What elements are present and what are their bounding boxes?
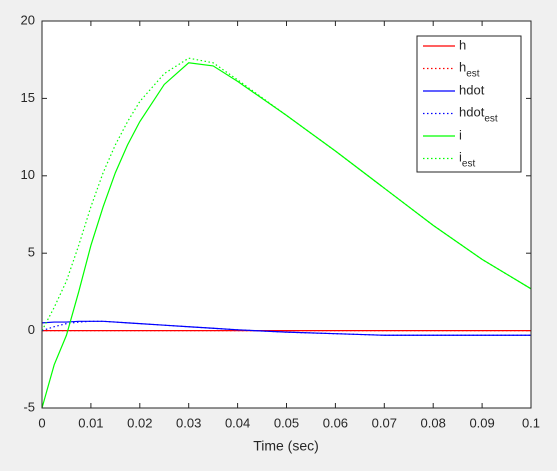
legend-label: i (459, 127, 462, 142)
legend-label: iest (459, 150, 475, 169)
legend-box (416, 35, 522, 173)
series-line (41, 320, 531, 336)
y-tick-label: 10 (21, 167, 35, 182)
x-tick-label: 0.04 (225, 415, 250, 430)
x-tick-label: 0.01 (78, 415, 103, 430)
y-tick-label: 15 (21, 90, 35, 105)
x-tick-label: 0 (38, 415, 45, 430)
x-axis-label: Time (sec) (253, 438, 319, 454)
legend-label: hdotest (459, 105, 498, 124)
x-tick-label: 0.1 (522, 415, 540, 430)
legend-label: hest (459, 60, 480, 79)
y-tick-label: 0 (28, 322, 35, 337)
y-tick-label: -5 (23, 399, 35, 414)
x-tick-label: 0.03 (176, 415, 201, 430)
x-tick-label: 0.02 (127, 415, 152, 430)
axes-box (41, 20, 532, 409)
x-tick-label: 0.09 (469, 415, 494, 430)
x-tick-label: 0.06 (323, 415, 348, 430)
x-tick-label: 0.08 (421, 415, 446, 430)
x-tick-label: 0.07 (372, 415, 397, 430)
legend-label: h (459, 37, 466, 52)
legend-label: hdot (459, 82, 485, 97)
series-line (41, 57, 532, 331)
y-tick-label: 5 (28, 245, 35, 260)
y-tick-label: 20 (21, 12, 35, 27)
x-tick-label: 0.05 (274, 415, 299, 430)
